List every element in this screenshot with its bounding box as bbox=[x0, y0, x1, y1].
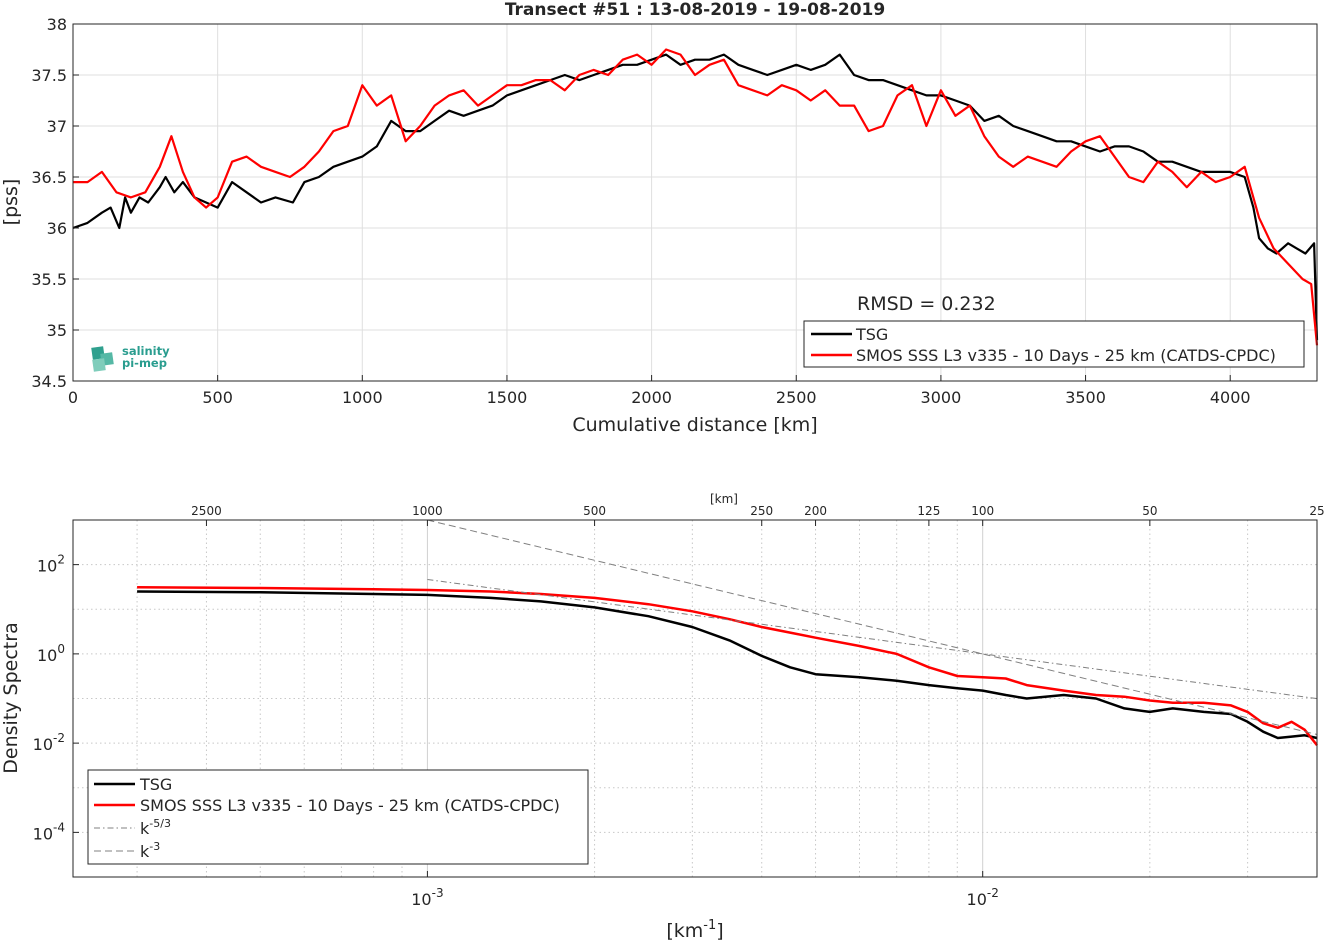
bottom-x-tick-label-0: 10-3 bbox=[411, 886, 443, 909]
top-axis-tick-label-5: 125 bbox=[917, 504, 940, 518]
top-axis-tick-label-2: 500 bbox=[583, 504, 606, 518]
bottom-y-tick-base-3: 10 bbox=[37, 557, 57, 576]
top-x-tick-label-7: 3500 bbox=[1065, 388, 1106, 407]
bottom-legend-box bbox=[87, 769, 589, 865]
logo-tile-3 bbox=[92, 358, 106, 372]
k3-sup: -3 bbox=[149, 840, 160, 853]
top-legend-label-smos: SMOS SSS L3 v335 - 10 Days - 25 km (CATD… bbox=[856, 346, 1276, 365]
top-x-tick-label-4: 2000 bbox=[631, 388, 672, 407]
top-x-axis-label: Cumulative distance [km] bbox=[572, 414, 817, 436]
bottom-x-tick-base-0: 10 bbox=[411, 890, 431, 909]
bottom-series-line-smos bbox=[137, 586, 1318, 746]
bottom-legend: TSG SMOS SSS L3 v335 - 10 Days - 25 km (… bbox=[87, 769, 589, 865]
bottom-x-tick-base-1: 10 bbox=[967, 890, 987, 909]
top-legend-label-tsg: TSG bbox=[855, 325, 888, 344]
logo-text-line1: salinity bbox=[122, 344, 170, 358]
top-axis-unit-label: [km] bbox=[710, 492, 738, 506]
k53-sup: -5/3 bbox=[149, 817, 171, 830]
top-x-tick-label-3: 1500 bbox=[487, 388, 528, 407]
top-series-line-smos bbox=[73, 48, 1319, 346]
bottom-y-tick-base-0: 10 bbox=[33, 824, 53, 843]
bottom-x-tick-exp-1: -2 bbox=[987, 886, 999, 900]
bottom-y-tick-exp-2: 0 bbox=[57, 642, 65, 656]
rmsd-annotation: RMSD = 0.232 bbox=[857, 293, 996, 315]
top-y-tick-label-1: 35 bbox=[47, 321, 67, 340]
top-axis-tick-label-8: 25 bbox=[1309, 504, 1324, 518]
top-x-tick-label-0: 0 bbox=[68, 388, 78, 407]
top-x-tick-label-2: 1000 bbox=[342, 388, 383, 407]
bottom-y-tick-exp-0: -4 bbox=[53, 820, 65, 834]
bottom-series-line-tsg bbox=[137, 590, 1318, 740]
top-y-axis-label: [pss] bbox=[0, 179, 22, 226]
salinity-pi-mep-logo: salinity pi-mep bbox=[91, 344, 170, 372]
top-legend: TSG SMOS SSS L3 v335 - 10 Days - 25 km (… bbox=[803, 320, 1305, 368]
bottom-plot-frame bbox=[72, 519, 1318, 878]
top-plot-title: Transect #51 : 13-08-2019 - 19-08-2019 bbox=[505, 0, 885, 20]
top-y-tick-label-6: 37.5 bbox=[31, 66, 67, 85]
top-y-tick-label-3: 36 bbox=[47, 219, 67, 238]
k3-base: k bbox=[140, 842, 150, 861]
bottom-y-tick-label-3: 102 bbox=[37, 553, 65, 576]
bottom-legend-label-k53: k-5/3 bbox=[140, 817, 171, 838]
top-y-tick-label-2: 35.5 bbox=[31, 270, 67, 289]
logo-text-line2: pi-mep bbox=[122, 356, 167, 370]
transect-plot: 0 500 1000 1500 2000 2500 3000 3500 4000 34.5 35 35… bbox=[0, 0, 1319, 436]
top-ticks: 0 500 1000 1500 2000 2500 3000 3500 4000 34.5 35 35… bbox=[31, 15, 1250, 407]
top-legend-box bbox=[803, 320, 1305, 368]
top-axis-tick-label-4: 200 bbox=[804, 504, 827, 518]
top-series-line-tsg bbox=[72, 53, 1319, 341]
bottom-y-tick-label-1: 10-2 bbox=[33, 731, 65, 754]
top-plot-frame bbox=[72, 23, 1318, 382]
top-series bbox=[72, 48, 1319, 346]
bottom-series bbox=[137, 519, 1318, 746]
bottom-y-tick-base-1: 10 bbox=[33, 735, 53, 754]
top-y-tick-label-7: 38 bbox=[47, 15, 67, 34]
bottom-y-tick-exp-1: -2 bbox=[53, 731, 65, 745]
bottom-y-tick-label-2: 100 bbox=[37, 642, 65, 665]
bottom-y-tick-exp-3: 2 bbox=[57, 553, 65, 567]
top-axis-tick-label-0: 2500 bbox=[191, 504, 222, 518]
bottom-legend-label-smos: SMOS SSS L3 v335 - 10 Days - 25 km (CATD… bbox=[140, 796, 560, 815]
bottom-series-line-k53 bbox=[427, 579, 1318, 700]
bottom-series-line-k3 bbox=[427, 519, 1318, 735]
bottom-legend-label-k3: k-3 bbox=[140, 840, 160, 861]
bottom-y-axis-label: Density Spectra bbox=[0, 622, 22, 773]
top-y-tick-label-0: 34.5 bbox=[31, 372, 67, 391]
top-axis-tick-label-1: 1000 bbox=[412, 504, 443, 518]
top-x-tick-label-6: 3000 bbox=[921, 388, 962, 407]
bottom-legend-label-tsg: TSG bbox=[139, 775, 172, 794]
top-x-tick-label-1: 500 bbox=[202, 388, 233, 407]
bottom-x-tick-label-1: 10-2 bbox=[967, 886, 999, 909]
top-axis-tick-label-3: 250 bbox=[750, 504, 773, 518]
bottom-x-tick-exp-0: -3 bbox=[432, 886, 444, 900]
top-y-tick-label-4: 36.5 bbox=[31, 168, 67, 187]
top-x-tick-label-8: 4000 bbox=[1210, 388, 1251, 407]
bottom-y-tick-base-2: 10 bbox=[37, 646, 57, 665]
top-axis-tick-label-6: 100 bbox=[971, 504, 994, 518]
top-axis-tick-label-7: 50 bbox=[1142, 504, 1157, 518]
k53-base: k bbox=[140, 819, 150, 838]
bottom-x-axis-label: [km-1] bbox=[666, 918, 723, 942]
top-x-tick-label-5: 2500 bbox=[776, 388, 817, 407]
bottom-y-tick-label-0: 10-4 bbox=[33, 820, 65, 843]
top-y-tick-label-5: 37 bbox=[47, 117, 67, 136]
